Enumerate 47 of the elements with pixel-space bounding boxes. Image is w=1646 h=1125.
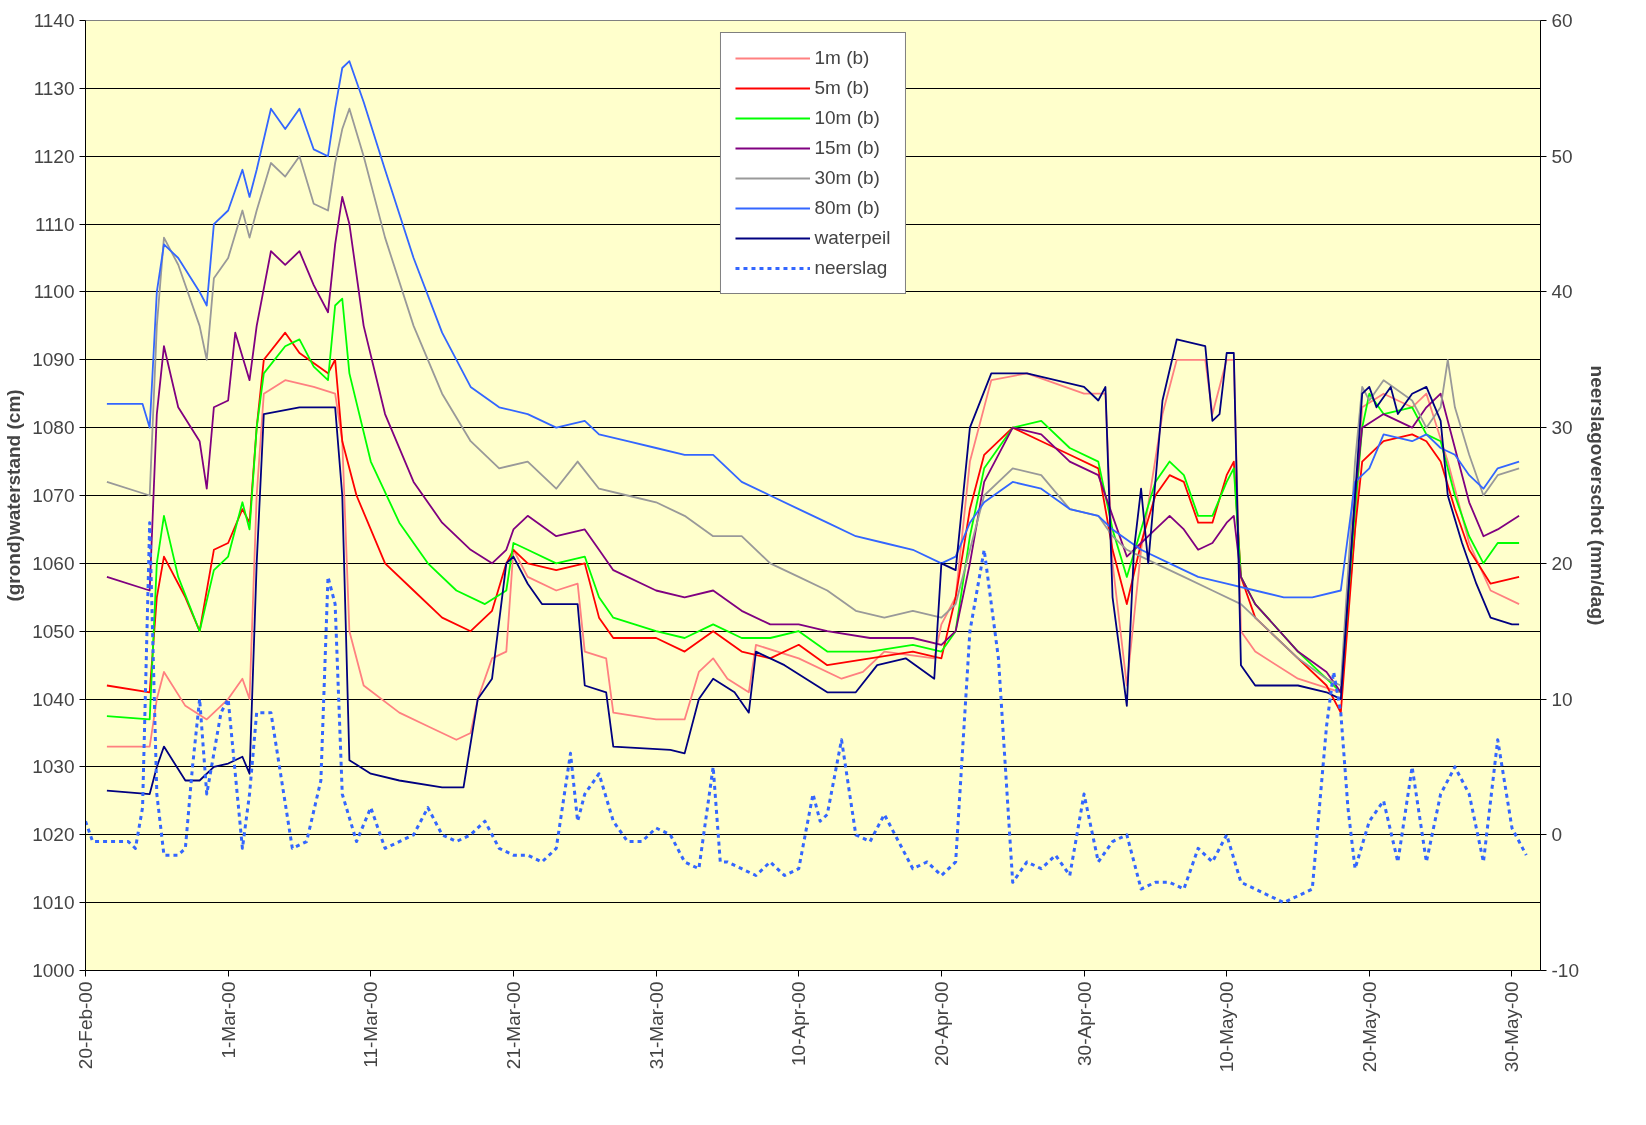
- y-tick-label: 1130: [33, 77, 75, 99]
- legend-label: 15m (b): [814, 137, 880, 159]
- x-tick-label: 1-Mar-00: [217, 981, 239, 1059]
- legend-label: 5m (b): [814, 77, 870, 99]
- y-tick-label: 1030: [32, 756, 75, 778]
- y-tick-label: 1140: [33, 10, 75, 31]
- x-tick-label: 30-May-00: [1501, 981, 1523, 1073]
- legend-label: 30m (b): [814, 167, 880, 189]
- x-tick-label: 30-Apr-00: [1073, 981, 1095, 1066]
- y2-tick-label: 60: [1551, 10, 1573, 31]
- y-tick-label: 1070: [32, 485, 75, 506]
- y-tick-label: 1040: [32, 688, 75, 710]
- y-axis-title: (grond)waterstand (cm): [3, 389, 25, 602]
- x-tick-label: 20-Feb-00: [75, 981, 96, 1070]
- y2-tick-label: 40: [1551, 281, 1573, 303]
- x-tick-label: 10-May-00: [1216, 981, 1238, 1073]
- line-series: [85, 521, 1528, 905]
- y-tick-label: 1120: [33, 145, 75, 167]
- x-tick-label: 31-Mar-00: [645, 981, 667, 1070]
- x-tick-label: 21-Mar-00: [502, 981, 524, 1070]
- x-tick-label: 10-Apr-00: [788, 981, 810, 1066]
- y2-tick-label: 20: [1551, 552, 1573, 574]
- y-tick-label: 1050: [32, 620, 75, 642]
- x-tick-label: 20-May-00: [1358, 981, 1380, 1073]
- y-tick-label: 1020: [32, 824, 75, 846]
- legend-label: 1m (b): [814, 47, 870, 69]
- legend-label: neerslag: [814, 257, 888, 279]
- y-tick-label: 1010: [32, 892, 75, 914]
- x-tick-label: 11-Mar-00: [360, 981, 382, 1068]
- y2-tick-label: 50: [1551, 145, 1573, 167]
- y2-tick-label: 10: [1551, 688, 1573, 710]
- y-tick-label: 1060: [32, 552, 75, 574]
- y-tick-label: 1100: [33, 281, 75, 303]
- y-tick-label: 1080: [32, 417, 75, 439]
- line-series: [106, 196, 1520, 694]
- y2-tick-label: 0: [1551, 824, 1563, 846]
- y2-tick-label: -10: [1551, 960, 1579, 981]
- legend-label: waterpeil: [814, 227, 891, 249]
- legend-label: 10m (b): [814, 107, 880, 129]
- y-tick-label: 1110: [35, 213, 75, 235]
- y-tick-label: 1090: [32, 349, 75, 371]
- y2-axis-title: neerslagoverschot (mm/dag): [1586, 365, 1608, 626]
- y-tick-label: 1000: [32, 960, 75, 981]
- line-series: [106, 107, 1520, 687]
- legend-label: 80m (b): [814, 197, 880, 219]
- x-tick-label: 20-Apr-00: [930, 981, 952, 1066]
- y2-tick-label: 30: [1551, 417, 1573, 439]
